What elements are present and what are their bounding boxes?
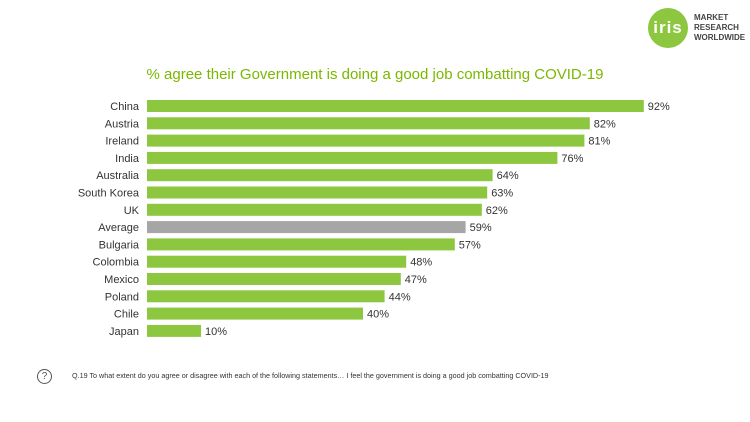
bar-chart: China 92% Austria 82% Ireland 81% India 76% Aust… — [78, 100, 670, 338]
value-label: 57% — [459, 239, 481, 251]
value-label: 63% — [491, 188, 513, 200]
bar — [147, 273, 401, 285]
category-label: Japan — [109, 326, 139, 338]
value-label: 81% — [588, 136, 610, 148]
bar — [147, 169, 493, 182]
bar — [147, 151, 558, 164]
category-label: China — [110, 101, 140, 113]
category-label: Australia — [96, 170, 140, 182]
bar — [147, 186, 488, 199]
category-label: Average — [98, 222, 139, 234]
category-label: Chile — [114, 309, 139, 321]
value-label: 82% — [594, 118, 616, 130]
bar — [147, 221, 466, 234]
value-label: 40% — [367, 309, 389, 321]
bar — [147, 307, 363, 320]
iris-logo: iris MARKET RESEARCH WORLDWIDE — [648, 8, 746, 48]
bar — [147, 203, 482, 216]
category-label: Bulgaria — [99, 239, 140, 251]
value-label: 59% — [470, 222, 492, 234]
category-label: South Korea — [78, 188, 140, 200]
logo-mark: iris — [648, 8, 688, 48]
logo-text: MARKET RESEARCH WORLDWIDE — [694, 13, 746, 42]
bar — [147, 324, 201, 337]
bar — [147, 100, 644, 112]
category-label: Austria — [105, 118, 140, 130]
question-icon: ? — [37, 369, 52, 384]
value-label: 48% — [410, 257, 432, 269]
value-label: 92% — [648, 101, 670, 113]
bar — [147, 290, 385, 303]
value-label: 10% — [205, 326, 227, 338]
bar — [147, 134, 585, 147]
category-label: UK — [124, 205, 140, 217]
value-label: 76% — [561, 153, 583, 165]
footnote-text: Q.19 To what extent do you agree or disa… — [72, 371, 549, 380]
value-label: 44% — [389, 291, 411, 303]
value-label: 64% — [497, 170, 519, 182]
chart-title: % agree their Government is doing a good… — [146, 66, 604, 83]
value-label: 47% — [405, 274, 427, 286]
category-label: Poland — [105, 291, 139, 303]
bar — [147, 117, 590, 130]
category-label: Mexico — [104, 274, 139, 286]
category-label: India — [115, 153, 140, 165]
category-label: Colombia — [93, 257, 140, 269]
value-label: 62% — [486, 205, 508, 217]
bar — [147, 255, 407, 268]
category-label: Ireland — [105, 136, 139, 148]
bar — [147, 238, 455, 251]
